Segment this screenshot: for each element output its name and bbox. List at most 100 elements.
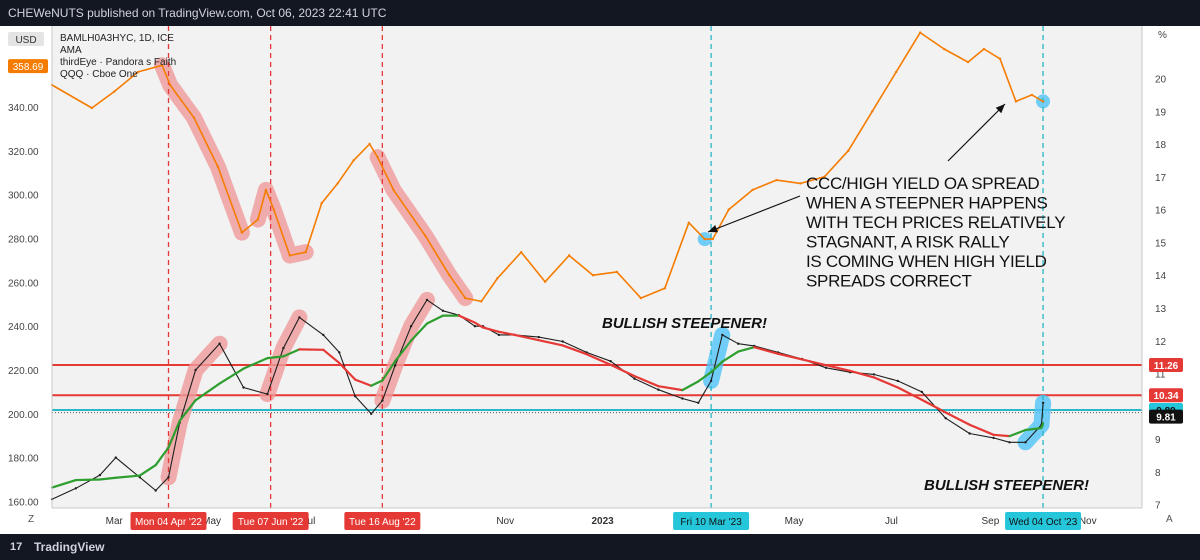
qqq-point [381,399,384,402]
hy-spread-point [192,116,196,120]
legend-entry: thirdEye · Pandora s Faith [60,57,176,68]
time-axis-label: Jul [303,516,316,527]
right-tick-label: 20 [1155,74,1167,85]
price-tag-label: 10.34 [1153,391,1178,402]
hy-spread-point [272,208,275,211]
ama-segment [266,355,285,360]
left-tick-label: 200.00 [8,410,39,421]
qqq-point [282,346,285,350]
left-tick-label: 280.00 [8,235,39,246]
event-date-tag-2 [344,512,421,530]
hy-spread-point [966,60,970,64]
hy-spread-point [871,110,874,113]
hy-spread-point [288,254,291,257]
ama-segment [777,352,804,361]
hy-spread-point [464,296,467,300]
hy-spread-point [304,251,307,254]
hy-spread-point [113,90,116,93]
ama-segment [944,411,971,426]
ama-segment [425,314,445,325]
ama-segment [537,339,564,347]
ama-segment [1008,428,1027,438]
legend-entry: AMA [60,45,82,56]
ama-segment [154,446,170,467]
ama-segment [896,386,923,401]
ama-segment [697,371,713,383]
event-date-label: Tue 07 Jun '22 [238,517,304,528]
note-arrow-left [707,195,801,233]
qqq-point [920,390,923,394]
ama-segment [585,353,612,366]
ama-segment [992,433,1011,438]
legend-entry: QQQ · Cboe One [60,69,138,80]
qqq-point [338,351,341,354]
right-tick-label: 8 [1155,468,1161,479]
event-date-label: Wed 04 Oct '23 [1009,517,1078,528]
qqq-point [657,388,660,391]
right-corner-label: A [1166,514,1173,525]
hy-spread-point [543,280,547,283]
qqq-point [114,456,118,459]
qqq-point [497,333,501,337]
qqq-point [266,392,269,396]
note-line: CCC/HIGH YIELD OA SPREAD [806,174,1039,193]
left-tick-label: 240.00 [8,322,39,333]
ama-segment [50,478,78,489]
hy-spread-point [1014,100,1018,103]
hy-spread-point [1030,93,1034,97]
qqq-point [944,417,947,420]
hy-spread-point [727,208,730,211]
hy-spread-point [663,287,666,290]
ama-segment [824,364,852,372]
hy-spread-point [919,31,922,34]
right-tick-label: 13 [1155,304,1167,315]
event-date-tag-1 [232,512,309,530]
right-tick-label: 15 [1155,238,1167,249]
ama-segment [710,360,724,374]
ama-segment [1024,426,1043,432]
qqq-point [697,401,700,404]
publisher-bar: CHEWeNUTS published on TradingView.com, … [0,0,1200,26]
hy-spread-point [336,182,339,185]
qqq-point [824,366,828,369]
qqq-point [194,368,197,372]
event-date-tag-3 [673,512,750,530]
qqq-point [441,309,445,312]
qqq-point [322,333,325,337]
price-tag-label: 11.26 [1154,361,1179,372]
hy-spread-point [799,182,802,185]
qqq-point [167,476,170,479]
ama-segment [354,378,373,387]
right-tick-label: 19 [1155,107,1167,118]
event-date-tag-4 [1005,512,1082,530]
right-tick-label: 7 [1155,501,1161,512]
event-date-label: Fri 10 Mar '23 [680,517,742,528]
note-line: IS COMING WHEN HIGH YIELD [806,252,1047,271]
qqq-point [473,325,477,328]
right-tick-label: 11 [1155,370,1166,381]
ama-segment [394,339,413,363]
qqq-point [1008,441,1011,444]
time-axis-label: May [785,516,804,527]
ama-segment [218,367,245,385]
tradingview-logo-icon: 17 [10,541,23,553]
left-tick-label: 320.00 [8,147,39,158]
ama-segment [657,385,684,392]
hy-spread-point [320,201,323,205]
hy-spread-point [160,64,164,67]
ama-segment [98,476,117,481]
ama-segment [920,398,947,414]
ama-segment [513,333,540,342]
qqq-point [393,364,397,367]
hy-spread-point [368,142,371,146]
note-line: SPREADS CORRECT [806,272,972,291]
note-line: WHEN A STEEPNER HAPPENS [806,194,1048,213]
price-chart[interactable]: 160.00 180.00 200.00 220.00 240.00 260.00 280.… [0,26,1200,534]
ama-segment [737,346,756,353]
ama-segment [721,350,740,363]
right-tick-label: 16 [1155,206,1167,217]
hy-spread-point [982,47,986,51]
qqq-line[interactable] [51,299,1044,500]
hy-spread-point [687,221,690,224]
ama-segment [370,379,384,387]
